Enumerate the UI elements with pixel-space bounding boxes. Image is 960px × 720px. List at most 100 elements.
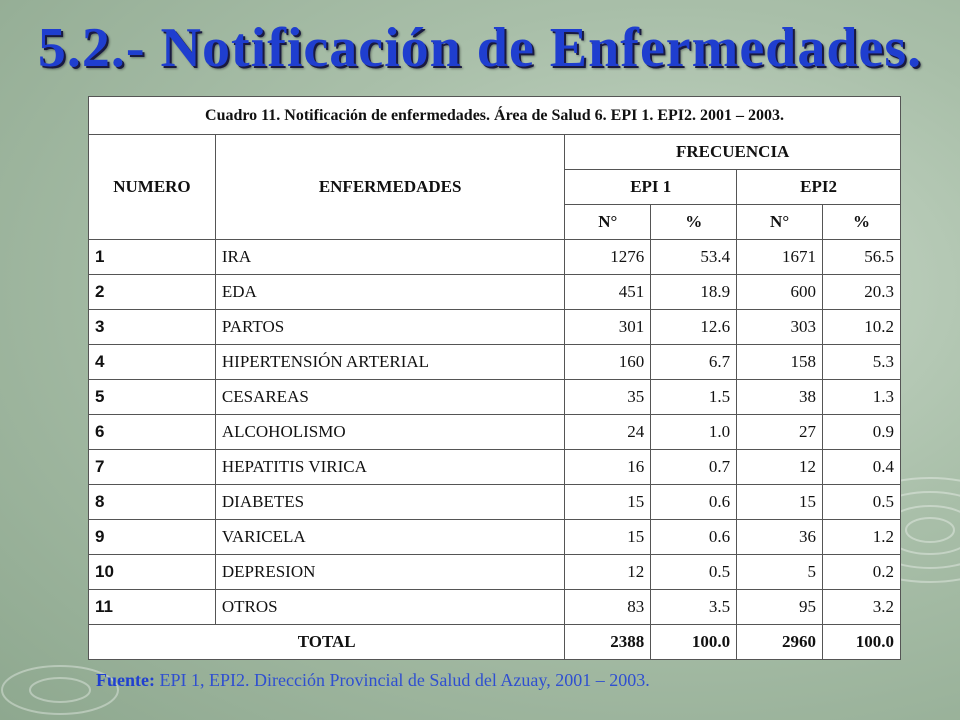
table-row: 10 DEPRESION 12 0.5 5 0.2 xyxy=(88,554,901,590)
table-row: 8 DIABETES 15 0.6 15 0.5 xyxy=(88,484,901,520)
table-row: 3 PARTOS 301 12.6 303 10.2 xyxy=(88,309,901,345)
epi1-count: 1276 xyxy=(564,239,652,275)
epi2-count: 36 xyxy=(736,519,824,555)
row-number: 7 xyxy=(88,449,216,485)
epi2-count: 600 xyxy=(736,274,824,310)
epi2-count: 12 xyxy=(736,449,824,485)
epi1-count: 24 xyxy=(564,414,652,450)
row-number: 10 xyxy=(88,554,216,590)
table-row: 4 HIPERTENSIÓN ARTERIAL 160 6.7 158 5.3 xyxy=(88,344,901,380)
row-number: 5 xyxy=(88,379,216,415)
header-enfermedades: ENFERMEDADES xyxy=(214,134,566,240)
header-numero: NUMERO xyxy=(88,134,216,240)
row-number: 1 xyxy=(88,239,216,275)
disease-name: IRA xyxy=(214,239,566,275)
disease-name: EDA xyxy=(214,274,566,310)
disease-name: OTROS xyxy=(214,589,566,625)
header-row-1: NUMERO ENFERMEDADES FRECUENCIA xyxy=(88,134,901,240)
table-row: 7 HEPATITIS VIRICA 16 0.7 12 0.4 xyxy=(88,449,901,485)
epi1-count: 160 xyxy=(564,344,652,380)
header-epi1-count: N° xyxy=(564,204,652,240)
header-epi1-percent: % xyxy=(650,204,738,240)
disease-name: PARTOS xyxy=(214,309,566,345)
epi2-count: 158 xyxy=(736,344,824,380)
epi1-count: 15 xyxy=(564,519,652,555)
table-row: 11 OTROS 83 3.5 95 3.2 xyxy=(88,589,901,625)
total-epi2-percent: 100.0 xyxy=(822,624,901,660)
epi1-count: 15 xyxy=(564,484,652,520)
total-label: TOTAL xyxy=(87,624,566,660)
disease-name: ALCOHOLISMO xyxy=(214,414,566,450)
table-row: 6 ALCOHOLISMO 24 1.0 27 0.9 xyxy=(88,414,901,450)
header-epi1: EPI 1 xyxy=(564,169,738,205)
header-epi2-percent: % xyxy=(822,204,901,240)
epi2-count: 1671 xyxy=(736,239,824,275)
disease-name: VARICELA xyxy=(214,519,566,555)
epi2-percent: 1.3 xyxy=(822,379,901,415)
disease-name: CESAREAS xyxy=(214,379,566,415)
table-row: 9 VARICELA 15 0.6 36 1.2 xyxy=(88,519,901,555)
epi2-percent: 5.3 xyxy=(822,344,901,380)
epi1-percent: 3.5 xyxy=(650,589,738,625)
epi1-percent: 1.0 xyxy=(650,414,738,450)
epi1-count: 301 xyxy=(564,309,652,345)
epi2-count: 38 xyxy=(736,379,824,415)
epi1-percent: 12.6 xyxy=(650,309,738,345)
epi1-count: 451 xyxy=(564,274,652,310)
row-number: 6 xyxy=(88,414,216,450)
disease-name: DEPRESION xyxy=(214,554,566,590)
total-row: TOTAL 2388 100.0 2960 100.0 xyxy=(87,624,901,660)
epi1-percent: 0.6 xyxy=(650,519,738,555)
epi2-percent: 20.3 xyxy=(822,274,901,310)
source-text: EPI 1, EPI2. Dirección Provincial de Sal… xyxy=(154,670,650,690)
epi2-count: 95 xyxy=(736,589,824,625)
epi2-percent: 0.5 xyxy=(822,484,901,520)
table-caption-row: Cuadro 11. Notificación de enfermedades.… xyxy=(88,96,901,135)
epi1-percent: 53.4 xyxy=(650,239,738,275)
epi2-percent: 1.2 xyxy=(822,519,901,555)
source-label: Fuente: xyxy=(96,670,155,690)
epi2-percent: 0.2 xyxy=(822,554,901,590)
page-title: 5.2.- Notificación de Enfermedades. xyxy=(37,17,923,79)
epi2-percent: 0.4 xyxy=(822,449,901,485)
epi1-percent: 6.7 xyxy=(650,344,738,380)
epi1-count: 12 xyxy=(564,554,652,590)
row-number: 11 xyxy=(88,589,216,625)
row-number: 9 xyxy=(88,519,216,555)
source-note: Fuente: EPI 1, EPI2. Dirección Provincia… xyxy=(96,670,650,691)
epi1-percent: 0.5 xyxy=(650,554,738,590)
row-number: 2 xyxy=(88,274,216,310)
total-epi1-count: 2388 xyxy=(564,624,652,660)
epi2-count: 15 xyxy=(736,484,824,520)
epi1-count: 16 xyxy=(564,449,652,485)
epi2-percent: 56.5 xyxy=(822,239,901,275)
table-row: 5 CESAREAS 35 1.5 38 1.3 xyxy=(88,379,901,415)
epi1-count: 35 xyxy=(564,379,652,415)
total-epi1-percent: 100.0 xyxy=(650,624,738,660)
epi1-percent: 18.9 xyxy=(650,274,738,310)
epi2-percent: 0.9 xyxy=(822,414,901,450)
header-epi2: EPI2 xyxy=(736,169,901,205)
disease-name: HIPERTENSIÓN ARTERIAL xyxy=(214,344,566,380)
table-row: 1 IRA 1276 53.4 1671 56.5 xyxy=(88,239,901,275)
header-frecuencia: FRECUENCIA xyxy=(564,134,901,170)
epi1-count: 83 xyxy=(564,589,652,625)
row-number: 4 xyxy=(88,344,216,380)
row-number: 3 xyxy=(88,309,216,345)
epi1-percent: 0.6 xyxy=(650,484,738,520)
epi1-percent: 0.7 xyxy=(650,449,738,485)
table-body: 1 IRA 1276 53.4 1671 56.5 2 EDA 451 18.9 600 20.3 3 P… xyxy=(88,239,901,625)
epi2-count: 27 xyxy=(736,414,824,450)
header-epi2-count: N° xyxy=(736,204,824,240)
epi2-percent: 10.2 xyxy=(822,309,901,345)
epi2-count: 5 xyxy=(736,554,824,590)
table-row: 2 EDA 451 18.9 600 20.3 xyxy=(88,274,901,310)
disease-name: DIABETES xyxy=(214,484,566,520)
table-caption: Cuadro 11. Notificación de enfermedades.… xyxy=(88,96,901,135)
epi2-count: 303 xyxy=(736,309,824,345)
disease-notification-table: Cuadro 11. Notificación de enfermedades.… xyxy=(87,96,901,660)
epi1-percent: 1.5 xyxy=(650,379,738,415)
epi2-percent: 3.2 xyxy=(822,589,901,625)
total-epi2-count: 2960 xyxy=(736,624,824,660)
disease-name: HEPATITIS VIRICA xyxy=(214,449,566,485)
